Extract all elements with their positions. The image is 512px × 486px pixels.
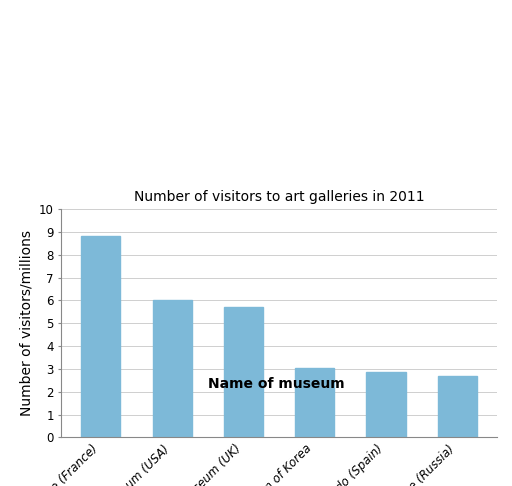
Bar — [438, 376, 477, 437]
Text: Name of museum: Name of museum — [208, 377, 345, 391]
Title: Number of visitors to art galleries in 2011: Number of visitors to art galleries in 2… — [134, 190, 424, 204]
Bar — [224, 307, 263, 437]
Bar — [153, 300, 191, 437]
Y-axis label: Number of visitors/millions: Number of visitors/millions — [19, 230, 33, 416]
Bar — [367, 372, 406, 437]
Bar — [295, 368, 334, 437]
Bar — [81, 236, 120, 437]
